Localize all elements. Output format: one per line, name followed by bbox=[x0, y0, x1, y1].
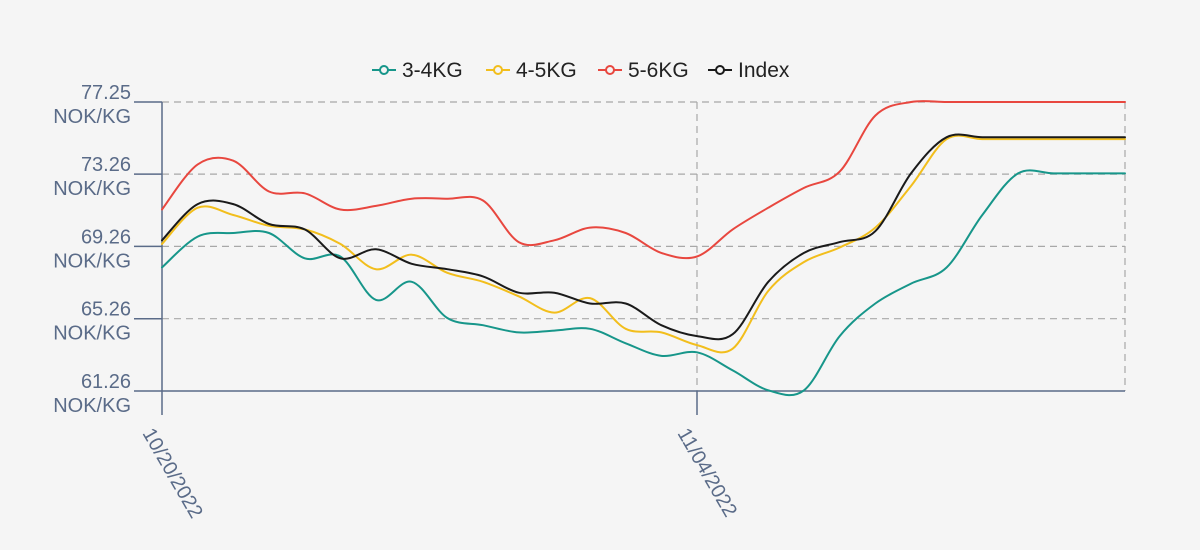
legend: 3-4KG 4-5KG 5-6KG Index bbox=[372, 59, 790, 82]
legend-label: Index bbox=[738, 59, 790, 82]
x-axis-ticks: 10/20/2022 11/04/2022 bbox=[138, 391, 741, 522]
x-tick-label: 11/04/2022 bbox=[673, 425, 741, 521]
legend-marker bbox=[605, 65, 615, 75]
legend-item: 3-4KG bbox=[372, 59, 463, 82]
y-axis-ticks: 61.26NOK/KG65.26NOK/KG69.26NOK/KG73.26NO… bbox=[53, 82, 162, 417]
legend-item: 4-5KG bbox=[486, 59, 577, 82]
y-tick-value: 61.26 bbox=[81, 371, 131, 393]
legend-item: Index bbox=[708, 59, 790, 82]
legend-label: 5-6KG bbox=[628, 59, 689, 82]
y-tick-unit: NOK/KG bbox=[53, 323, 131, 345]
x-tick-label: 10/20/2022 bbox=[138, 425, 207, 523]
series-line-3-4kg bbox=[161, 169, 1126, 397]
y-tick-value: 77.25 bbox=[81, 82, 131, 104]
y-tick-unit: NOK/KG bbox=[53, 250, 131, 272]
series-line-index bbox=[161, 133, 1126, 341]
series-lines bbox=[161, 99, 1126, 397]
legend-label: 3-4KG bbox=[402, 59, 463, 82]
legend-marker bbox=[715, 65, 725, 75]
legend-marker bbox=[493, 65, 503, 75]
legend-label: 4-5KG bbox=[516, 59, 577, 82]
legend-marker bbox=[379, 65, 389, 75]
y-tick-unit: NOK/KG bbox=[53, 395, 131, 417]
grid bbox=[162, 101, 1126, 391]
y-tick-value: 69.26 bbox=[81, 226, 131, 248]
y-tick-unit: NOK/KG bbox=[53, 178, 131, 200]
y-tick-unit: NOK/KG bbox=[53, 106, 131, 128]
y-tick-value: 65.26 bbox=[81, 299, 131, 321]
series-line-4-5kg bbox=[161, 134, 1126, 354]
series-line-5-6kg bbox=[161, 99, 1126, 260]
y-tick-value: 73.26 bbox=[81, 154, 131, 176]
legend-item: 5-6KG bbox=[598, 59, 689, 82]
